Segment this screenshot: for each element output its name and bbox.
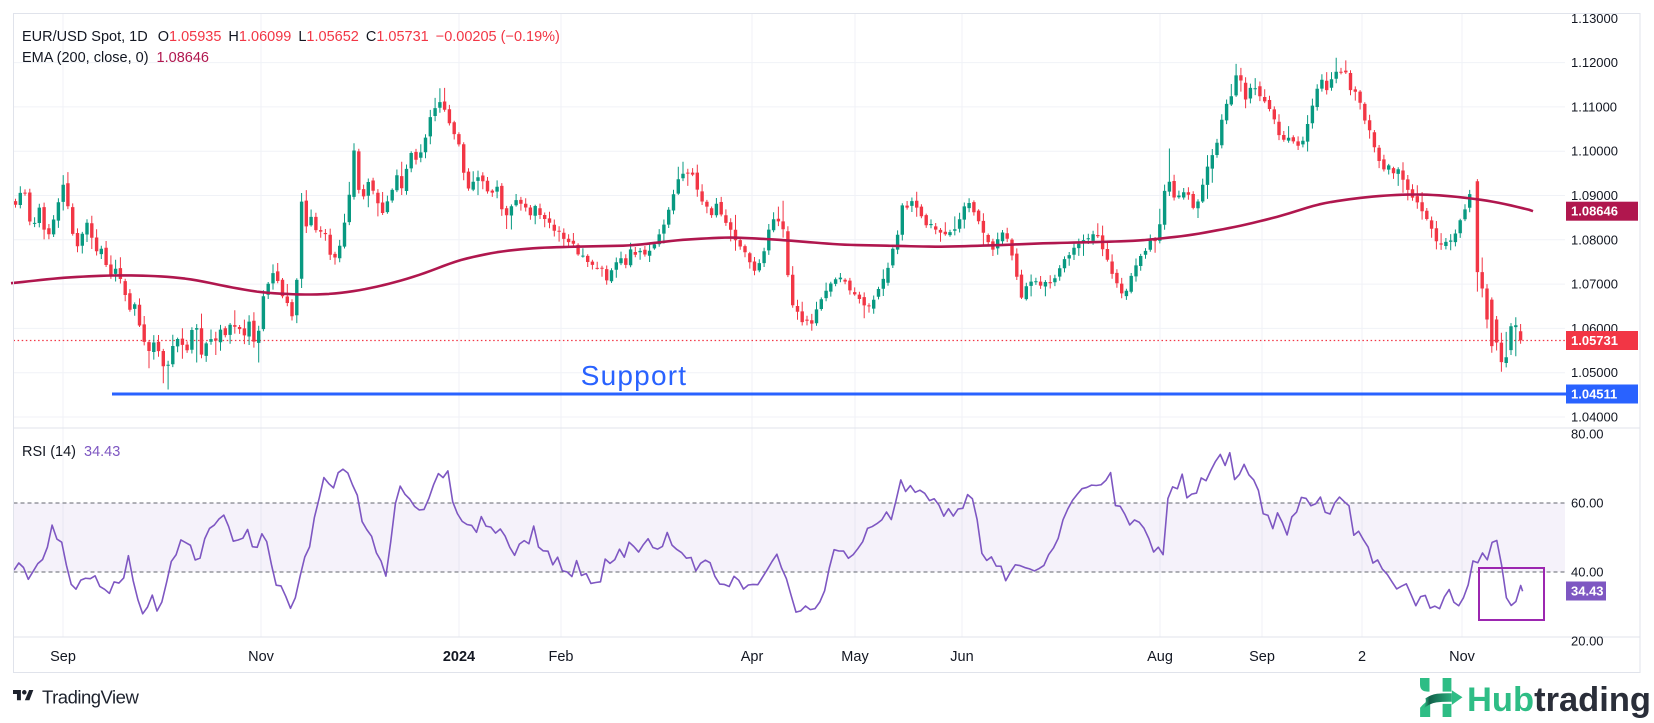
svg-text:Aug: Aug (1147, 649, 1173, 665)
svg-text:Hubtrading: Hubtrading (1467, 681, 1651, 718)
svg-text:80.00: 80.00 (1571, 427, 1604, 442)
svg-text:1.08646: 1.08646 (1571, 204, 1618, 219)
svg-text:Nov: Nov (1449, 649, 1476, 665)
svg-text:Nov: Nov (248, 649, 275, 665)
svg-text:Sep: Sep (50, 649, 76, 665)
svg-text:Support: Support (581, 360, 687, 391)
svg-text:1.04000: 1.04000 (1571, 410, 1618, 425)
svg-text:1.12000: 1.12000 (1571, 55, 1618, 70)
svg-text:Jun: Jun (950, 649, 973, 665)
svg-text:2024: 2024 (443, 649, 475, 665)
svg-text:May: May (841, 649, 869, 665)
svg-text:RSI (14)34.43: RSI (14) 34.43 (22, 444, 120, 460)
svg-text:1.10000: 1.10000 (1571, 144, 1618, 159)
svg-text:60.00: 60.00 (1571, 496, 1604, 511)
svg-text:1.13000: 1.13000 (1571, 11, 1618, 26)
svg-text:1.09000: 1.09000 (1571, 188, 1618, 203)
svg-text:Sep: Sep (1249, 649, 1275, 665)
svg-text:1.05731: 1.05731 (1571, 333, 1618, 348)
svg-text:20.00: 20.00 (1571, 634, 1604, 649)
svg-text:40.00: 40.00 (1571, 565, 1604, 580)
svg-text:1.05000: 1.05000 (1571, 365, 1618, 380)
svg-text:1.11000: 1.11000 (1571, 99, 1617, 114)
svg-text:1.07000: 1.07000 (1571, 277, 1618, 292)
svg-text:TradingView: TradingView (42, 687, 139, 708)
svg-text:1.04511: 1.04511 (1571, 387, 1617, 402)
svg-text:Feb: Feb (549, 649, 574, 665)
svg-text:34.43: 34.43 (1571, 584, 1604, 599)
svg-text:1.08000: 1.08000 (1571, 232, 1618, 247)
svg-text:2: 2 (1358, 649, 1366, 665)
svg-text:Apr: Apr (741, 649, 764, 665)
svg-text:EMA (200, close, 0)1.08646: EMA (200, close, 0) 1.08646 (22, 50, 209, 66)
